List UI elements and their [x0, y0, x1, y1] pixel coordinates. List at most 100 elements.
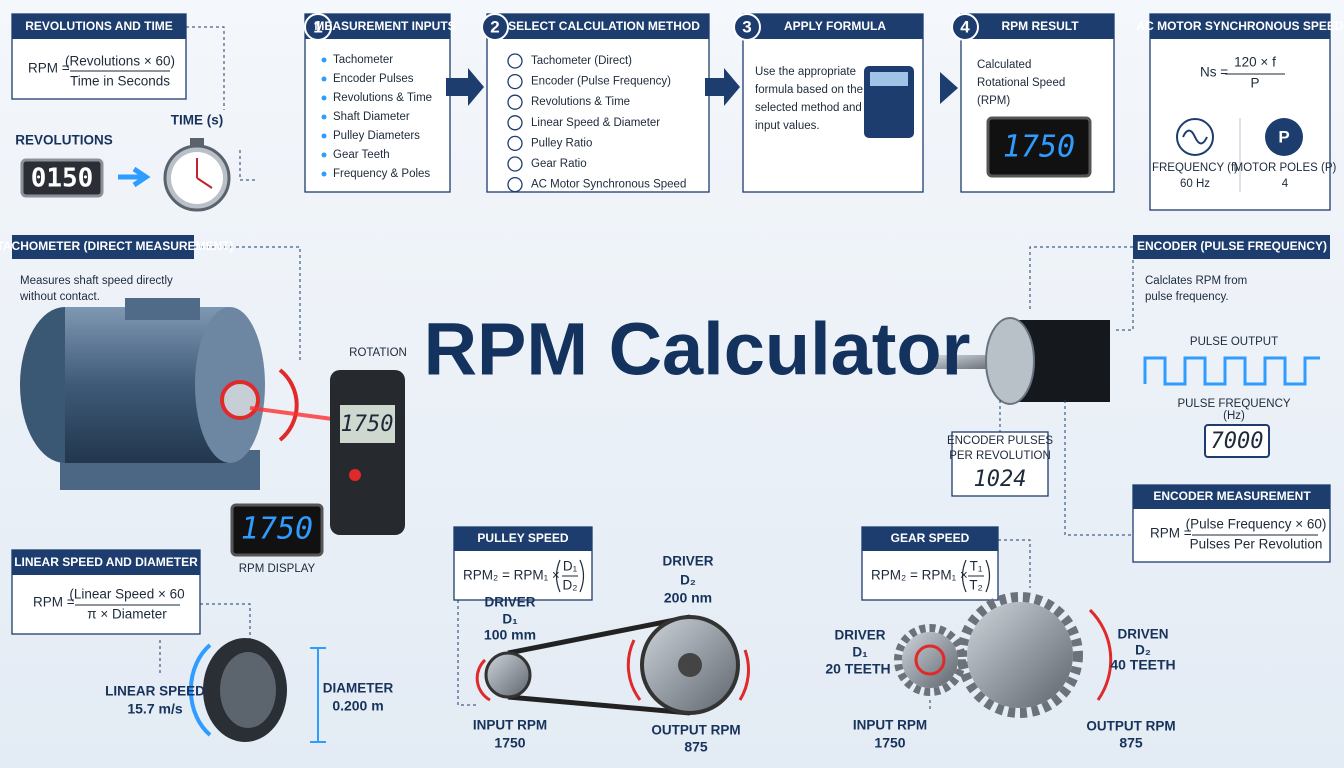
formula: P — [1250, 76, 1259, 91]
list-item: Pulley Diameters — [333, 130, 420, 142]
list-item: Revolutions & Time — [333, 92, 432, 104]
label: D₁ — [502, 612, 518, 627]
encoder-face — [985, 317, 1035, 405]
panel — [951, 431, 1049, 497]
description: formula based on the — [755, 84, 863, 96]
description: selected method and — [755, 102, 862, 114]
formula: 120 × f — [1234, 55, 1276, 70]
panel-title: RPM RESULT — [1001, 19, 1079, 33]
panel — [304, 13, 451, 193]
label: FREQUENCY (f) — [1152, 162, 1238, 174]
step-badge — [733, 13, 761, 41]
label: 20 TEETH — [825, 661, 890, 677]
label: 60 Hz — [1180, 178, 1210, 190]
label: 4 — [1282, 178, 1289, 190]
panel-title: MEASUREMENT INPUTS — [314, 19, 455, 33]
label: REVOLUTIONS — [15, 133, 113, 148]
motor — [20, 298, 299, 490]
list-item: Frequency & Poles — [333, 168, 430, 180]
label: ENCODER PULSES — [947, 435, 1053, 447]
formula: RPM₂ = RPM₁ × — [871, 568, 968, 583]
label: PULSE FREQUENCY — [1177, 398, 1290, 410]
laser — [249, 406, 341, 422]
panel-header — [1150, 14, 1330, 39]
page-title: RPM Calculator — [424, 308, 971, 391]
label: RPM DISPLAY — [239, 563, 316, 575]
method-icon — [507, 115, 523, 131]
icon-letter: P — [1278, 127, 1289, 146]
list-item: Revolutions & Time — [531, 96, 630, 108]
bullet — [321, 152, 327, 158]
label: 875 — [684, 739, 708, 755]
method-icon — [507, 176, 523, 193]
step-number: 4 — [960, 17, 970, 36]
method-icon — [507, 73, 523, 90]
counter-body — [20, 158, 104, 198]
connector — [1029, 246, 1134, 331]
method-icon — [507, 135, 523, 152]
value: 1024 — [974, 467, 1027, 492]
device-display: 1750 — [341, 412, 394, 437]
formula: (Pulse Frequency × 60) — [1186, 517, 1327, 532]
formula: (Linear Speed × 60 — [69, 587, 184, 602]
formula: Pulses Per Revolution — [1190, 537, 1323, 552]
shaft — [220, 380, 260, 420]
method-icon — [507, 53, 523, 69]
label: (Hz) — [1223, 410, 1245, 422]
step-number: 3 — [742, 17, 751, 36]
list-item: Tachometer — [333, 54, 393, 66]
panel-header — [12, 14, 186, 39]
panel — [486, 13, 710, 193]
rotation-arrow — [475, 639, 750, 702]
list-item: Linear Speed & Diameter — [531, 117, 660, 129]
label: PULSE OUTPUT — [1190, 336, 1278, 348]
label: OUTPUT RPM — [651, 723, 740, 738]
rotation-arrow — [914, 644, 946, 676]
label: MOTOR POLES (P) — [1234, 162, 1337, 174]
label: INPUT RPM — [853, 718, 927, 733]
panel-title: LINEAR SPEED AND DIAMETER — [14, 555, 198, 569]
description: Rotational Speed — [977, 77, 1065, 89]
formula: T₁ — [970, 559, 983, 574]
bullet — [321, 133, 327, 139]
rotation-arrow — [278, 368, 299, 442]
pulley-small — [484, 651, 532, 699]
decor — [11, 13, 1331, 743]
bracket — [555, 559, 585, 593]
connector — [159, 603, 251, 675]
bullet — [321, 76, 327, 82]
list-item: Gear Teeth — [333, 149, 390, 161]
stopwatch-crown — [190, 138, 204, 147]
panel-title: APPLY FORMULA — [784, 19, 886, 33]
poles-icon — [1265, 118, 1303, 156]
description: Calclates RPM from — [1145, 275, 1247, 287]
description: without contact. — [19, 291, 100, 303]
panel-header — [487, 14, 709, 39]
gear-large — [967, 602, 1073, 708]
label: PER REVOLUTION — [949, 450, 1051, 462]
step-badge — [304, 13, 332, 41]
label: 200 nm — [664, 590, 712, 606]
formula: π × Diameter — [87, 607, 167, 622]
label: LINEAR SPEED — [105, 684, 205, 699]
list-item: Gear Ratio — [531, 158, 587, 170]
connector — [999, 400, 1133, 536]
list-item: Encoder Pulses — [333, 73, 414, 85]
formula: (Revolutions × 60) — [65, 54, 175, 69]
rpm-display: 1750 — [241, 512, 313, 547]
value-box — [1204, 424, 1270, 458]
wheel-hub — [220, 652, 276, 728]
gear-small — [902, 632, 958, 688]
list-item: Pulley Ratio — [531, 137, 592, 149]
label: 1750 — [874, 735, 905, 751]
formula: Time in Seconds — [70, 74, 170, 89]
panel-title: ENCODER MEASUREMENT — [1153, 489, 1311, 503]
label: D₂ — [680, 573, 696, 588]
label: OUTPUT RPM — [1086, 719, 1175, 734]
panel-header — [862, 527, 998, 551]
description: Use the appropriate — [755, 66, 856, 78]
panel-title: REVOLUTIONS AND TIME — [25, 19, 173, 33]
junction-box — [125, 298, 200, 320]
panel-header — [961, 14, 1114, 39]
